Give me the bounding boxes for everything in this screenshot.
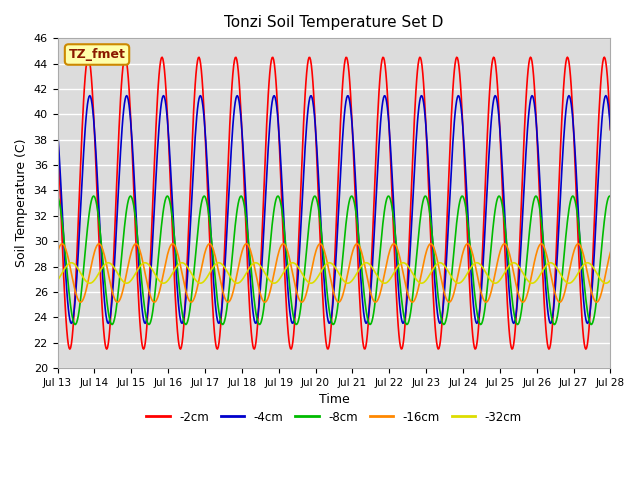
-4cm xyxy=(607,126,614,132)
Line: -16cm: -16cm xyxy=(58,244,611,302)
-16cm xyxy=(122,277,129,283)
-16cm xyxy=(402,284,410,289)
-8cm xyxy=(402,321,410,326)
-4cm xyxy=(54,126,61,132)
-32cm xyxy=(68,260,76,265)
-2cm xyxy=(177,344,185,350)
-32cm xyxy=(122,280,129,286)
X-axis label: Time: Time xyxy=(319,394,349,407)
-8cm xyxy=(72,322,79,327)
-2cm xyxy=(54,127,61,133)
-2cm xyxy=(66,346,74,352)
-32cm xyxy=(418,280,426,286)
-2cm xyxy=(418,63,426,69)
Text: TZ_fmet: TZ_fmet xyxy=(68,48,125,61)
Line: -2cm: -2cm xyxy=(58,57,611,349)
-16cm xyxy=(65,255,72,261)
-32cm xyxy=(402,261,410,267)
-32cm xyxy=(54,277,61,283)
-8cm xyxy=(177,304,185,310)
Y-axis label: Soil Temperature (C): Soil Temperature (C) xyxy=(15,139,28,267)
-4cm xyxy=(122,96,129,102)
-8cm xyxy=(122,217,129,223)
-2cm xyxy=(207,261,214,267)
-32cm xyxy=(602,280,610,286)
-8cm xyxy=(207,228,214,233)
-16cm xyxy=(607,250,614,255)
-4cm xyxy=(207,226,214,231)
-2cm xyxy=(402,308,410,314)
-8cm xyxy=(54,194,61,200)
-4cm xyxy=(602,93,610,98)
-2cm xyxy=(607,127,614,133)
-8cm xyxy=(606,193,614,199)
-2cm xyxy=(64,335,72,341)
-4cm xyxy=(177,320,185,325)
-16cm xyxy=(177,267,185,273)
-4cm xyxy=(68,321,76,326)
Line: -32cm: -32cm xyxy=(58,263,611,283)
-16cm xyxy=(54,250,61,255)
-4cm xyxy=(402,308,410,313)
-32cm xyxy=(207,268,214,274)
-16cm xyxy=(207,241,214,247)
-8cm xyxy=(64,274,72,280)
-32cm xyxy=(607,277,614,283)
Line: -4cm: -4cm xyxy=(58,96,611,324)
-2cm xyxy=(122,54,129,60)
-16cm xyxy=(593,300,600,305)
-32cm xyxy=(64,262,72,268)
-4cm xyxy=(418,93,426,99)
-16cm xyxy=(58,241,66,247)
-8cm xyxy=(607,194,614,200)
Legend: -2cm, -4cm, -8cm, -16cm, -32cm: -2cm, -4cm, -8cm, -16cm, -32cm xyxy=(141,406,527,428)
Title: Tonzi Soil Temperature Set D: Tonzi Soil Temperature Set D xyxy=(224,15,444,30)
-4cm xyxy=(64,297,72,303)
-8cm xyxy=(418,203,426,209)
-16cm xyxy=(418,267,426,273)
Line: -8cm: -8cm xyxy=(58,196,611,324)
-2cm xyxy=(600,54,608,60)
-32cm xyxy=(177,260,185,266)
